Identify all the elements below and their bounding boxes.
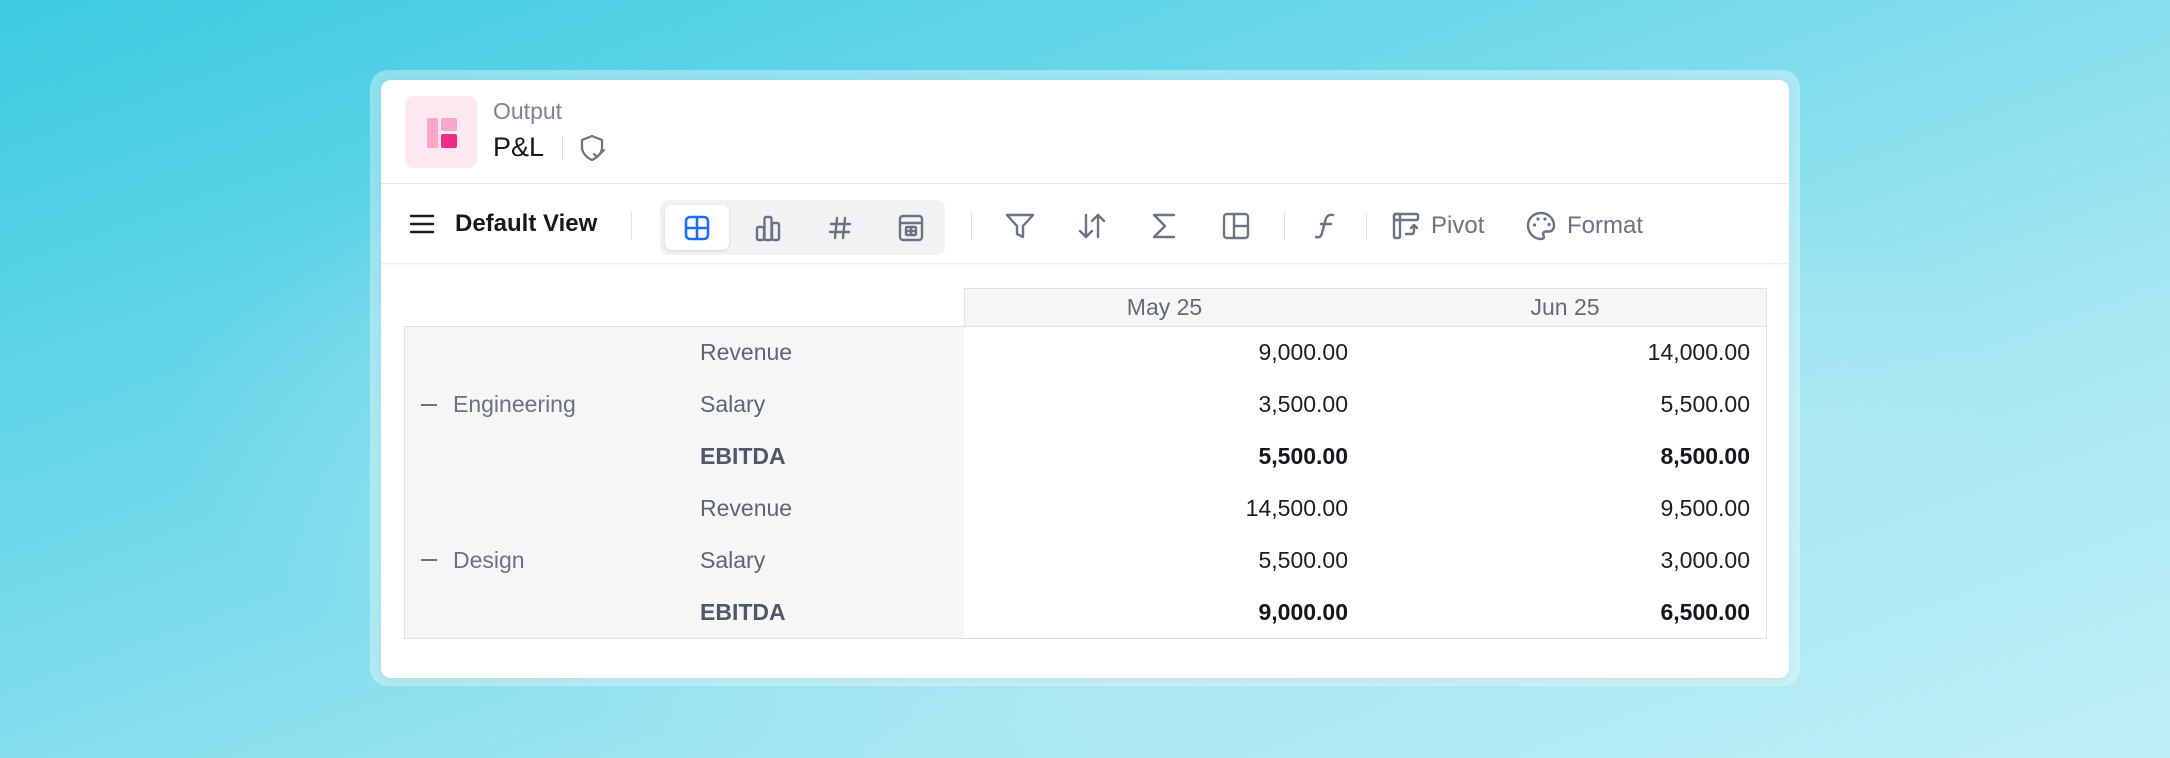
row-label: Revenue xyxy=(684,482,965,535)
table-cell[interactable]: 5,500.00 xyxy=(964,430,1365,483)
sheet-view-button[interactable] xyxy=(879,205,943,250)
table-cell[interactable]: 5,500.00 xyxy=(964,534,1365,587)
collapse-icon[interactable] xyxy=(421,403,437,406)
sum-icon xyxy=(1152,213,1176,239)
shield-check-icon[interactable] xyxy=(577,133,607,163)
row-label: EBITDA xyxy=(684,430,965,483)
formula-button[interactable] xyxy=(1304,204,1348,248)
table-cell[interactable]: 6,500.00 xyxy=(1364,586,1767,639)
table-cell[interactable]: 8,500.00 xyxy=(1364,430,1767,483)
column-header[interactable]: Jun 25 xyxy=(1364,288,1767,327)
table-cell[interactable]: 14,500.00 xyxy=(964,482,1365,535)
palette-icon xyxy=(1526,211,1556,241)
hash-icon xyxy=(828,216,852,239)
filter-button[interactable] xyxy=(998,204,1042,248)
layout-icon xyxy=(1222,212,1250,240)
chart-view-button[interactable] xyxy=(736,205,800,250)
pivot-button[interactable]: Pivot xyxy=(1391,202,1484,250)
bar-chart-icon xyxy=(755,215,781,241)
layout-blocks-icon xyxy=(405,96,477,168)
group-label: Design xyxy=(453,546,525,573)
table-grid-icon xyxy=(684,215,710,240)
aggregate-button[interactable] xyxy=(1142,204,1186,248)
collapse-icon[interactable] xyxy=(421,559,437,561)
table-view-button[interactable] xyxy=(665,205,729,250)
table-cell[interactable]: 5,500.00 xyxy=(1364,378,1767,431)
output-card: Output P&L Default View xyxy=(381,80,1789,678)
view-mode-switcher xyxy=(660,200,945,255)
page-title: P&L xyxy=(493,132,545,162)
layout-button[interactable] xyxy=(1214,204,1258,248)
column-header[interactable]: May 25 xyxy=(964,288,1365,327)
toolbar-divider xyxy=(631,212,632,240)
sort-icon xyxy=(1078,213,1106,239)
format-label: Format xyxy=(1567,212,1644,239)
row-label: Revenue xyxy=(684,326,965,379)
view-selector[interactable]: Default View xyxy=(409,184,597,264)
number-view-button[interactable] xyxy=(808,205,872,250)
table-cell[interactable]: 9,000.00 xyxy=(964,326,1365,379)
group-row-engineering[interactable]: Engineering xyxy=(404,326,685,483)
card-header: Output P&L xyxy=(381,80,1789,184)
output-subtitle: Output xyxy=(493,98,563,124)
row-label: Salary xyxy=(684,534,965,587)
spreadsheet-icon xyxy=(898,214,924,241)
view-name[interactable]: Default View xyxy=(455,210,598,237)
pivot-label: Pivot xyxy=(1431,212,1485,239)
toolbar-divider xyxy=(1366,212,1367,240)
sort-button[interactable] xyxy=(1070,204,1114,248)
table-cell[interactable]: 3,500.00 xyxy=(964,378,1365,431)
row-label: EBITDA xyxy=(684,586,965,639)
title-divider xyxy=(562,135,564,160)
group-label: Engineering xyxy=(453,391,576,417)
filter-icon xyxy=(1005,213,1035,239)
toolbar: Default View xyxy=(381,184,1789,264)
group-row-design[interactable]: Design xyxy=(404,482,685,639)
table-cell[interactable]: 14,000.00 xyxy=(1364,326,1767,379)
table-corner xyxy=(404,288,961,327)
toolbar-divider xyxy=(1284,212,1285,240)
pivot-icon xyxy=(1392,212,1420,240)
function-icon xyxy=(1314,213,1335,239)
toolbar-divider xyxy=(971,212,972,240)
format-button[interactable]: Format xyxy=(1525,202,1643,250)
table-cell[interactable]: 9,500.00 xyxy=(1364,482,1767,535)
table-cell[interactable]: 3,000.00 xyxy=(1364,534,1767,587)
hamburger-icon[interactable] xyxy=(409,213,435,235)
row-label: Salary xyxy=(684,378,965,431)
table-cell[interactable]: 9,000.00 xyxy=(964,586,1365,639)
